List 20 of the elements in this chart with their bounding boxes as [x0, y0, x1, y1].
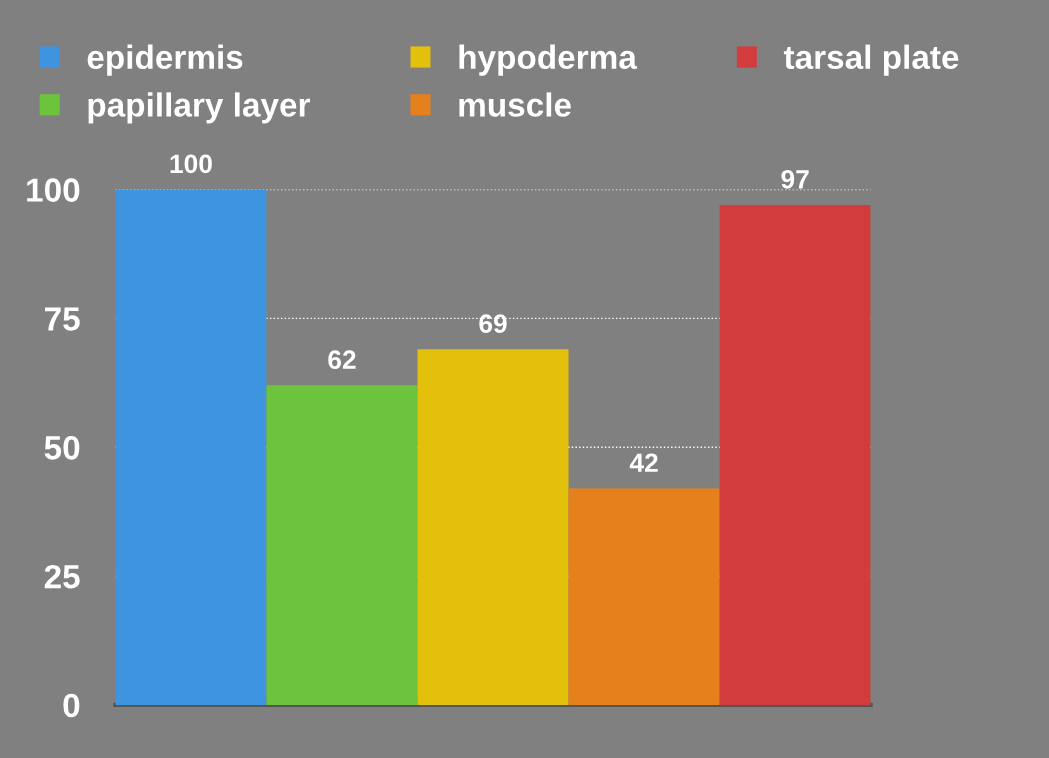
bar — [115, 189, 267, 705]
y-tick-label: 100 — [27, 178, 80, 202]
legend-label: muscle — [459, 92, 571, 117]
data-label: 62 — [328, 350, 356, 370]
y-tick-label: 25 — [44, 564, 80, 589]
y-tick-label: 75 — [45, 307, 80, 331]
legend-label: epidermis — [87, 44, 243, 76]
bar — [719, 204, 871, 705]
data-label: 97 — [781, 169, 809, 189]
bar — [568, 488, 720, 705]
data-label: 69 — [479, 314, 507, 333]
bar — [417, 349, 569, 705]
legend-label: tarsal plate — [783, 44, 959, 76]
legend-label: papillary layer — [88, 92, 311, 124]
legend-label: hypoderma — [459, 44, 638, 76]
data-label: 100 — [170, 154, 212, 174]
y-tick-label: 50 — [44, 436, 80, 460]
bar — [266, 385, 418, 705]
y-tick-label: 0 — [63, 693, 80, 718]
data-label: 42 — [629, 453, 658, 472]
